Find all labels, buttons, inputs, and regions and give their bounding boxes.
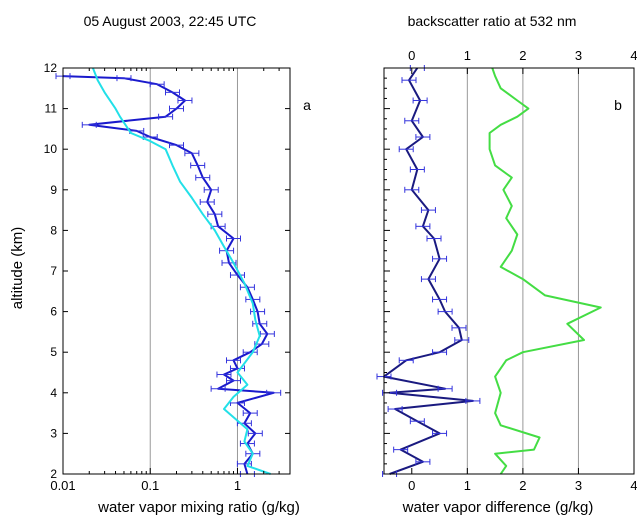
chart-a-ytick-label-3: 5 (50, 345, 57, 359)
chart-b-plot-area: 0 1 2 3 4 0 1 2 3 4 (376, 48, 637, 493)
chart-b-xtick-label-2: 2 (519, 478, 526, 493)
chart-b-panel-label: b (614, 97, 622, 113)
chart-b-xtick-label-4: 4 (630, 478, 637, 493)
chart-b-top-xtick-label-3: 3 (575, 48, 582, 63)
chart-b-top-xtick-label-4: 4 (630, 48, 637, 63)
chart-a-xtick-label-0: 0.01 (50, 478, 75, 493)
chart-b-xtick-label-0: 0 (408, 478, 415, 493)
chart-a-ytick-label-9: 11 (45, 102, 58, 116)
chart-b-xtick-label-3: 3 (575, 478, 582, 493)
chart-a-ylabel: altitude (km) (9, 227, 26, 310)
chart-b-xlabel: water vapor difference (g/kg) (402, 499, 594, 516)
chart-a-xtick-label-1: 0.1 (141, 478, 159, 493)
chart-b-series-0-line (383, 67, 474, 475)
chart-b-title: backscatter ratio at 532 nm (408, 13, 577, 29)
chart-a-title: 05 August 2003, 22:45 UTC (84, 13, 257, 29)
chart-a-ytick-label-0: 2 (50, 467, 57, 481)
chart-a-xtick-label-2: 1 (234, 478, 241, 493)
chart-b-top-xtick-label-0: 0 (408, 48, 415, 63)
chart-a-ytick-label-5: 7 (50, 264, 57, 278)
chart-a-ytick-label-1: 3 (50, 426, 57, 440)
chart-a-plot-area: 2 3 4 5 6 7 8 9 10 11 12 0.01 0.1 1 (44, 61, 291, 493)
chart-a-ytick-label-10: 12 (44, 61, 58, 75)
chart-a-ytick-label-8: 10 (44, 142, 58, 156)
chart-b-xtick-label-1: 1 (464, 478, 471, 493)
chart-a-ytick-label-4: 6 (50, 305, 57, 319)
chart-a-ytick-label-6: 8 (50, 223, 57, 237)
chart-a-xlabel: water vapor mixing ratio (g/kg) (97, 499, 300, 516)
chart-a-ytick-label-2: 4 (50, 386, 57, 400)
chart-a-series-1-line (91, 67, 271, 475)
chart-a-panel-label: a (303, 97, 311, 113)
chart-a-ytick-label-7: 9 (50, 183, 57, 197)
chart-b-series-1-line (488, 67, 602, 475)
chart-b-top-xtick-label-2: 2 (519, 48, 526, 63)
chart-b-top-xtick-label-1: 1 (464, 48, 471, 63)
